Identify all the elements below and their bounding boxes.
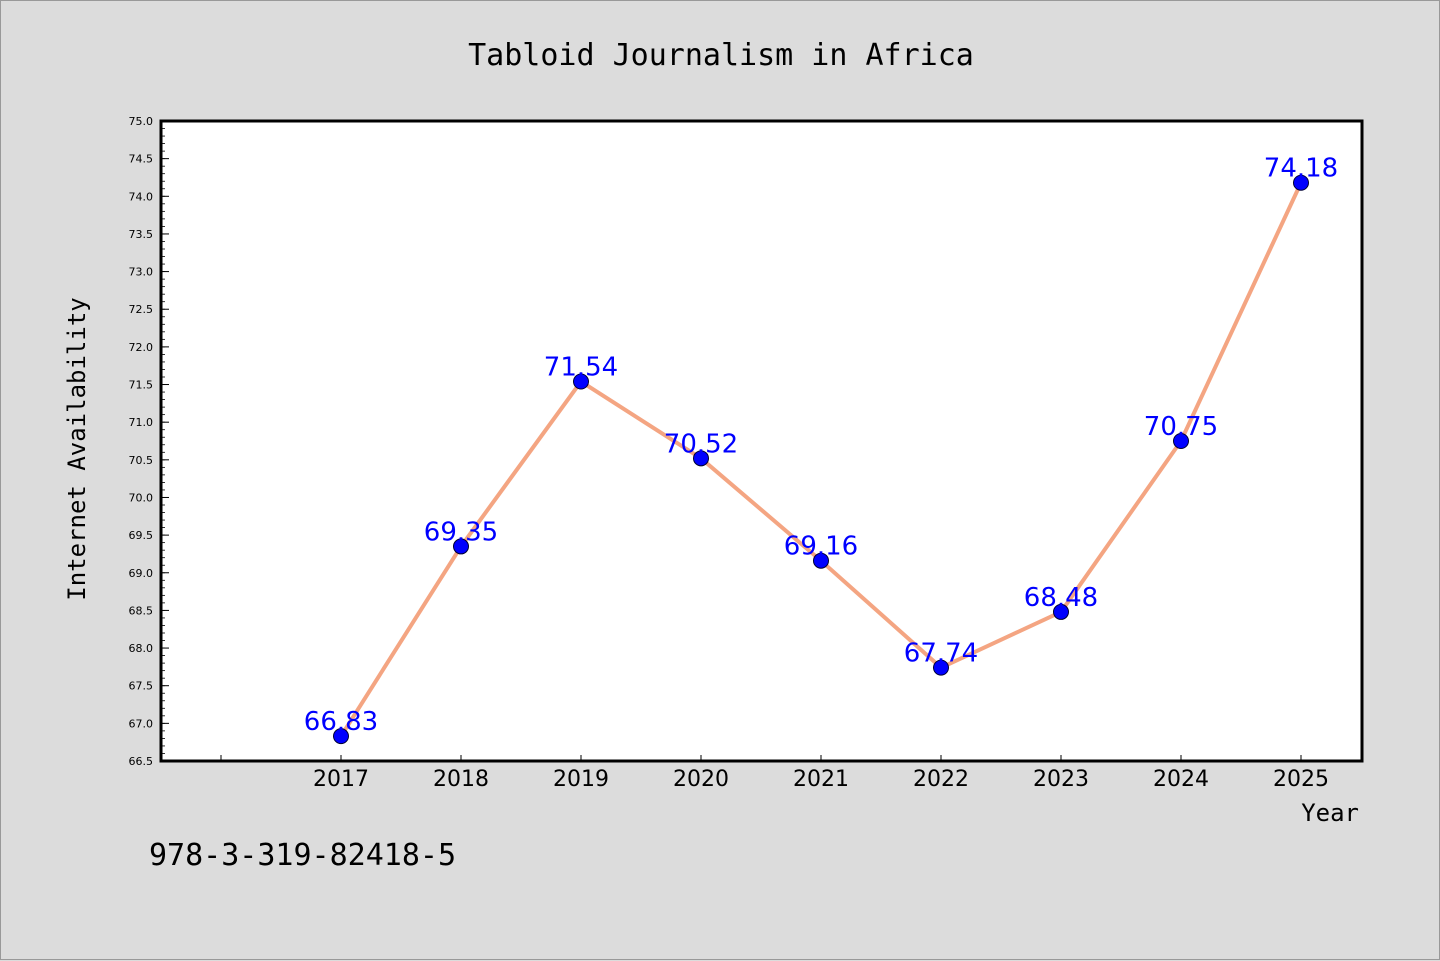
- y-tick-label: 69.5: [129, 529, 154, 542]
- data-label: 68.48: [1024, 583, 1098, 613]
- y-tick-label: 72.0: [129, 341, 154, 354]
- data-label: 66.83: [304, 707, 378, 737]
- data-point: [1173, 433, 1189, 449]
- data-label: 70.75: [1144, 412, 1218, 442]
- y-tick-label: 71.0: [129, 416, 154, 429]
- x-tick-label: 2021: [793, 767, 849, 792]
- y-tick-label: 68.5: [129, 604, 154, 617]
- x-axis-label: Year: [1301, 799, 1359, 827]
- y-tick-label: 69.0: [129, 567, 154, 580]
- data-point: [1293, 174, 1309, 191]
- x-tick-label: 2019: [553, 767, 609, 792]
- series-group: 66.83 69.35 71.54 70.52 69.16 67.74 68.48 70.75…: [304, 154, 1338, 745]
- y-tick-label: 71.5: [129, 379, 154, 392]
- y-tick-label: 67.0: [129, 717, 154, 730]
- chart-title: Tabloid Journalism in Africa: [468, 38, 974, 73]
- data-point: [693, 450, 709, 467]
- data-point: [333, 728, 349, 745]
- x-tick-label: 2018: [433, 767, 489, 792]
- x-tick-label: 2017: [313, 767, 369, 792]
- x-tick-label: 2023: [1033, 767, 1089, 792]
- x-tick-label: 2022: [913, 767, 969, 792]
- y-tick-label: 67.5: [129, 680, 154, 693]
- y-tick-label: 70.5: [129, 454, 154, 467]
- data-point: [933, 659, 949, 676]
- y-tick-label: 73.5: [129, 228, 154, 241]
- data-label: 70.52: [664, 429, 738, 459]
- data-label: 71.54: [544, 353, 618, 383]
- data-point: [573, 373, 589, 390]
- x-tick-label: 2020: [673, 767, 729, 792]
- data-label: 69.16: [784, 532, 858, 562]
- isbn-annotation: 978-3-319-82418-5: [149, 838, 456, 873]
- y-axis-label: Internet Availability: [63, 297, 91, 600]
- y-tick-label: 74.5: [129, 153, 154, 166]
- y-tick-label: 74.0: [129, 190, 154, 203]
- x-axis: 2017 2018 2019 2020 2021 2022 2023 2024 2025: [220, 755, 1329, 792]
- x-tick-label: 2024: [1153, 767, 1209, 792]
- data-label: 74.18: [1264, 154, 1338, 184]
- data-label: 67.74: [904, 639, 978, 669]
- x-tick-label: 2025: [1273, 767, 1329, 792]
- y-tick-label: 66.5: [129, 755, 154, 768]
- y-tick-label: 68.0: [129, 642, 154, 655]
- data-point: [453, 538, 469, 555]
- y-tick-label: 72.5: [129, 303, 154, 316]
- y-tick-label: 70.0: [129, 491, 154, 504]
- plot-area: [159, 119, 1364, 763]
- y-tick-label: 75.0: [129, 115, 154, 128]
- data-label: 69.35: [424, 517, 498, 547]
- y-axis: 66.5 67.0 67.5 68.0 68.5 69.0 69.5 70.0 70.5 71.0…: [129, 115, 169, 768]
- data-point: [1053, 603, 1069, 620]
- y-tick-label: 73.0: [129, 266, 154, 279]
- data-point: [813, 552, 829, 569]
